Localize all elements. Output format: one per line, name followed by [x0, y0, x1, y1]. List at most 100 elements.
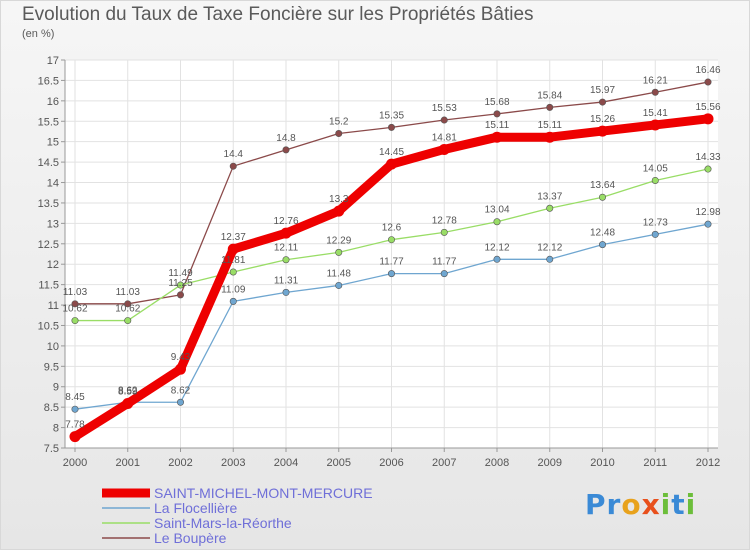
data-point — [440, 228, 448, 236]
data-point — [177, 398, 185, 406]
data-label: 8.45 — [65, 392, 85, 403]
y-tick-label: 12 — [47, 259, 59, 271]
data-label: 11.77 — [379, 257, 404, 268]
logo-letter: x — [641, 488, 661, 521]
legend-label: Le Boupère — [154, 530, 227, 546]
data-point — [387, 236, 395, 244]
legend-label: Saint-Mars-la-Réorthe — [154, 515, 292, 531]
series-layer — [69, 78, 714, 443]
data-point — [493, 255, 501, 263]
data-label: 11.25 — [168, 278, 193, 289]
data-label: 14.45 — [379, 147, 404, 158]
data-point — [69, 431, 81, 443]
x-tick-label: 2010 — [590, 457, 614, 469]
data-label: 7.78 — [65, 420, 85, 431]
logo-letter: i — [685, 488, 697, 521]
y-tick-label: 14 — [47, 178, 59, 190]
x-tick-label: 2005 — [327, 457, 351, 469]
data-label: 11.81 — [221, 255, 246, 266]
data-label: 12.98 — [695, 207, 720, 218]
data-label: 12.29 — [326, 235, 351, 246]
data-label: 14.8 — [276, 133, 296, 144]
legend-label: SAINT-MICHEL-MONT-MERCURE — [154, 485, 373, 501]
data-label: 14.4 — [224, 149, 244, 160]
data-label: 11.09 — [221, 284, 246, 295]
axis-layer: 7.588.599.51010.51111.51212.51313.51414.… — [38, 55, 721, 469]
data-point — [177, 281, 185, 289]
data-label: 12.37 — [221, 232, 246, 243]
data-point — [704, 78, 712, 86]
data-label: 15.56 — [695, 102, 720, 113]
data-point — [597, 125, 608, 137]
data-point — [704, 220, 712, 228]
data-label: 12.11 — [274, 243, 299, 254]
chart-title: Evolution du Taux de Taxe Foncière sur l… — [22, 4, 534, 25]
data-label: 12.73 — [643, 217, 668, 228]
proxiti-logo: Proxiti — [585, 488, 696, 521]
data-point — [280, 227, 292, 239]
data-label: 14.33 — [695, 152, 720, 163]
data-point — [71, 405, 79, 413]
data-point — [333, 205, 345, 217]
data-label: 15.97 — [590, 85, 615, 96]
data-label: 14.81 — [432, 132, 457, 143]
data-label: 12.48 — [590, 228, 615, 239]
legend-label: La Flocellière — [154, 500, 237, 516]
data-label: 14.05 — [643, 163, 668, 174]
data-label: 15.11 — [538, 120, 563, 131]
data-point — [122, 397, 134, 409]
y-tick-label: 15 — [47, 137, 59, 149]
x-tick-label: 2006 — [379, 457, 403, 469]
data-point — [387, 123, 395, 131]
y-tick-label: 8.5 — [44, 402, 59, 414]
data-point — [229, 162, 237, 170]
x-tick-label: 2011 — [643, 457, 667, 469]
logo-letter: r — [606, 488, 622, 521]
data-point — [546, 103, 554, 111]
data-label: 15.41 — [643, 108, 668, 119]
data-point — [440, 116, 448, 124]
y-tick-label: 12.5 — [38, 239, 59, 251]
logo-letter: t — [671, 488, 686, 521]
data-label: 11.03 — [116, 287, 141, 298]
data-point — [598, 193, 606, 201]
data-label: 10.62 — [115, 304, 140, 315]
data-point — [651, 88, 659, 96]
data-point — [651, 176, 659, 184]
y-tick-label: 16 — [47, 96, 59, 108]
data-label: 16.46 — [695, 65, 720, 76]
data-label: 15.26 — [590, 114, 615, 125]
data-label: 16.21 — [643, 75, 668, 86]
data-label: 11.31 — [274, 275, 299, 286]
data-label: 11.03 — [63, 287, 88, 298]
data-point — [702, 113, 714, 125]
x-tick-label: 2000 — [63, 457, 87, 469]
data-point — [387, 270, 395, 278]
data-point — [229, 268, 237, 276]
data-label: 12.76 — [273, 216, 298, 227]
data-label: 8.59 — [118, 386, 138, 397]
y-tick-label: 16.5 — [38, 75, 59, 87]
data-label: 13.37 — [537, 191, 562, 202]
data-point — [386, 158, 397, 170]
data-label: 12.12 — [484, 242, 509, 253]
data-label: 11.77 — [432, 257, 457, 268]
chart-unit-label: (en %) — [22, 28, 55, 40]
y-tick-label: 10 — [47, 341, 59, 353]
x-tick-label: 2008 — [485, 457, 509, 469]
data-label: 8.62 — [171, 385, 191, 396]
logo-letter: o — [621, 488, 642, 521]
data-point — [491, 131, 503, 143]
y-tick-label: 14.5 — [38, 157, 59, 169]
data-point — [282, 288, 290, 296]
data-point — [282, 146, 290, 154]
data-point — [124, 317, 132, 325]
data-point — [493, 218, 501, 226]
data-label: 13.04 — [484, 205, 509, 216]
x-tick-label: 2007 — [432, 457, 456, 469]
x-tick-label: 2002 — [168, 457, 192, 469]
x-tick-label: 2009 — [538, 457, 562, 469]
data-label: 15.53 — [432, 103, 457, 114]
